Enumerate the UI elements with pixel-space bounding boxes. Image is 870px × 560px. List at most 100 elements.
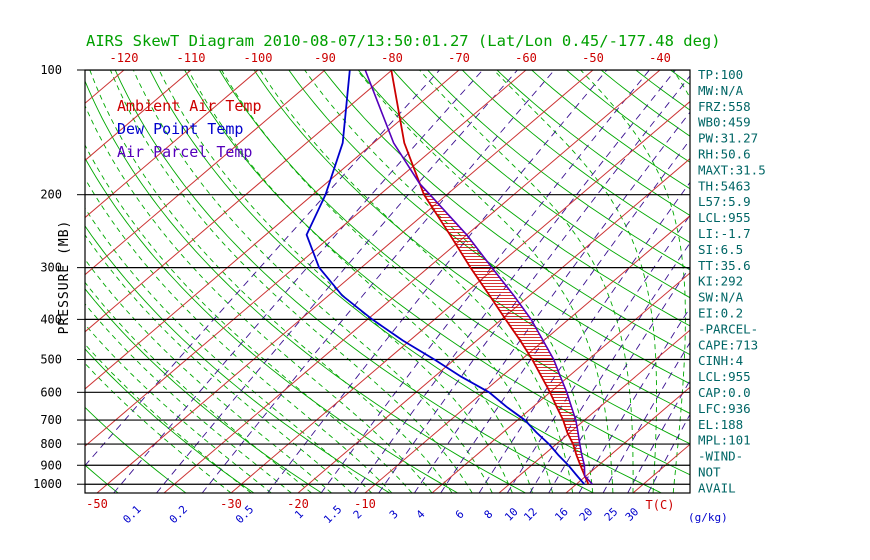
dry-adiabat-line [85, 157, 458, 493]
moist-adiabat-line [493, 70, 657, 493]
moist-adiabat-line [109, 70, 473, 493]
moist-adiabat-line [85, 281, 312, 493]
mixing-ratio-line [156, 70, 518, 493]
moist-adiabat-line [89, 70, 453, 493]
mixing-ratio-line [506, 214, 690, 493]
dry-adiabat-line [85, 288, 323, 493]
stats-line: LI:-1.7 [698, 226, 751, 241]
stats-line: EI:0.2 [698, 306, 743, 321]
dry-adiabat-line [149, 70, 662, 493]
top-axis-tick-label: -40 [649, 51, 671, 65]
dry-adiabat-line [323, 70, 690, 356]
stats-line: CINH:4 [698, 353, 743, 368]
pressure-tick-label: 300 [40, 261, 62, 275]
bottom-temp-tick-label: -30 [220, 497, 242, 511]
stats-line: -WIND- [698, 449, 743, 464]
mixing-ratio-tick-label: 0.2 [167, 503, 190, 526]
moist-adiabat-line [580, 70, 686, 493]
mixing-ratio-line [627, 379, 690, 493]
stats-line: KI:292 [698, 274, 743, 289]
moist-adiabat-line [85, 104, 433, 493]
isotherm-line [0, 70, 57, 493]
mixing-ratio-tick-label: 12 [521, 505, 540, 524]
mixing-ratio-line [548, 266, 690, 493]
top-axis-tick-label: -60 [515, 51, 537, 65]
stats-line: CAPE:713 [698, 337, 758, 352]
dry-adiabat-line [392, 70, 690, 299]
stats-line: RH:50.6 [698, 147, 751, 162]
stats-line: LFC:936 [698, 401, 751, 416]
moist-adiabat-line [85, 207, 373, 493]
pressure-tick-label: 1000 [33, 477, 62, 491]
grid-layer [0, 70, 690, 493]
stats-line: TT:35.6 [698, 258, 751, 273]
mixing-ratio-tick-label: 8 [482, 508, 496, 522]
mixing-ratio-tick-label: 30 [623, 505, 642, 524]
pressure-axis-label: PRESSURE (MB) [57, 220, 72, 335]
bottom-temp-tick-label: -20 [287, 497, 309, 511]
mixing-ratio-tick-label: 3 [387, 508, 401, 522]
moist-adiabat-line [187, 70, 533, 493]
isotherm-line [85, 70, 393, 333]
mixing-ratio-tick-label: 25 [602, 505, 621, 524]
dry-adiabat-line [461, 70, 690, 243]
dry-adiabat-line [496, 70, 690, 216]
moist-adiabat-line [85, 323, 272, 493]
isotherm-line [565, 386, 690, 493]
isotherm-line [498, 329, 690, 493]
pressure-tick-label: 800 [40, 437, 62, 451]
chart-title: AIRS SkewT Diagram 2010-08-07/13:50:01.2… [86, 32, 721, 50]
ambient-temp-curve [390, 70, 590, 485]
mixing-ratio-tick-label: 0.1 [120, 503, 143, 526]
dry-adiabat-line [114, 70, 594, 493]
pressure-tick-label: 400 [40, 312, 62, 326]
isotherm-line [96, 70, 594, 493]
mixing-ratio-line [378, 75, 690, 493]
isotherm-line [85, 70, 192, 162]
moist-adiabat-line [85, 177, 393, 493]
profile-layer [305, 70, 593, 485]
legend-ambient-label: Ambient Air Temp [117, 97, 262, 115]
pressure-tick-label: 100 [40, 63, 62, 77]
mixing-ratio-tick-label: 20 [577, 505, 596, 524]
moist-adiabat-line [356, 70, 614, 493]
dry-adiabat-line [253, 70, 690, 414]
legend-dewpoint-label: Dew Point Temp [117, 120, 243, 138]
top-axis-tick-label: -100 [244, 51, 273, 65]
stats-line: PW:31.27 [698, 131, 758, 146]
dry-adiabat-line [531, 70, 690, 190]
dewpoint-curve [305, 70, 585, 485]
pressure-tick-label: 600 [40, 385, 62, 399]
pressure-tick-label: 500 [40, 353, 62, 367]
stats-line: NOT [698, 465, 721, 480]
isotherm-line [85, 70, 326, 276]
stats-line: -PARCEL- [698, 321, 758, 336]
mixing-ratio-line [478, 181, 690, 493]
isotherm-line [297, 158, 690, 493]
dry-adiabat-line [357, 70, 690, 327]
isotherm-line [431, 272, 690, 493]
dry-adiabat-line [288, 70, 690, 385]
mixing-ratio-line [353, 70, 676, 493]
pressure-tick-label: 200 [40, 188, 62, 202]
stats-line: SW:N/A [698, 290, 744, 305]
moist-adiabat-line [85, 144, 413, 493]
moist-adiabat-line [132, 70, 493, 493]
mixing-ratio-line [267, 70, 608, 493]
top-axis-tick-label: -50 [582, 51, 604, 65]
legend-parcel-label: Air Parcel Temp [117, 143, 252, 161]
top-axis-tick-label: -120 [110, 51, 139, 65]
mixing-ratio-tick-label: 4 [414, 507, 428, 521]
stats-line: MPL:101 [698, 433, 751, 448]
top-axis-tick-label: -80 [381, 51, 403, 65]
stats-line: WB0:459 [698, 115, 751, 130]
top-axis-tick-label: -70 [448, 51, 470, 65]
stats-line: EL:188 [698, 417, 743, 432]
dry-adiabat-line [427, 70, 690, 271]
dry-adiabat-line [184, 70, 690, 476]
mixing-ratio-line [320, 70, 650, 493]
stats-line: AVAIL [698, 480, 736, 495]
moist-adiabat-line [85, 362, 232, 493]
isotherm-line [85, 70, 460, 390]
